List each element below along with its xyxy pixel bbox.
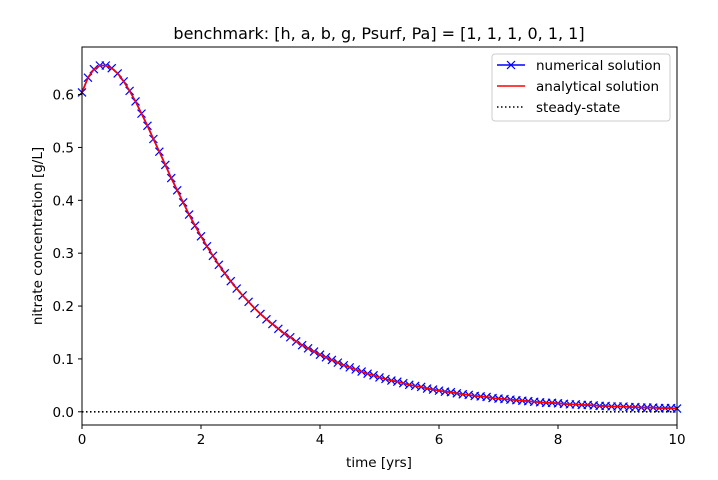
legend-marker-stroke [506,60,516,70]
axes: 0 2 4 6 8 10 0.0 0.1 0.2 0.3 0.4 0.5 0.6 [53,46,686,448]
y-tick-label: 0.1 [53,352,74,368]
x-tick-label: 8 [554,432,563,448]
axes-frame [81,46,678,426]
x-tick-label: 0 [78,432,87,448]
legend-entry: steady-state [497,100,620,116]
y-tick-label: 0.6 [53,88,74,104]
legend-entries: numerical solution analytical solution ste… [497,58,661,116]
legend-box [491,53,671,122]
x-tick-label: 2 [197,432,206,448]
x-tick-label: 6 [435,432,444,448]
chart-title: benchmark: [h, a, b, g, Psurf, Pa] = [1,… [173,24,584,43]
y-axis-ticks: 0.0 0.1 0.2 0.3 0.4 0.5 0.6 [53,88,82,421]
series-line-analytical-solution [81,64,678,410]
legend: numerical solution analytical solution ste… [491,53,671,122]
legend-label: analytical solution [536,79,659,95]
plot-area [77,61,682,414]
y-axis-label: nitrate concentration [g/L] [30,147,46,325]
legend-label: numerical solution [536,58,661,74]
x-axis-ticks: 0 2 4 6 8 10 [78,425,686,448]
legend-entry: analytical solution [497,79,659,95]
x-axis-label: time [yrs] [346,455,412,471]
x-tick-label: 4 [316,432,325,448]
x-tick-label: 10 [668,432,685,448]
legend-entry: numerical solution [497,58,661,74]
y-tick-label: 0.0 [53,405,74,421]
y-tick-label: 0.3 [53,246,74,262]
y-tick-label: 0.4 [53,193,74,209]
y-tick-label: 0.2 [53,299,74,315]
y-tick-label: 0.5 [53,140,74,156]
legend-label: steady-state [536,100,620,116]
